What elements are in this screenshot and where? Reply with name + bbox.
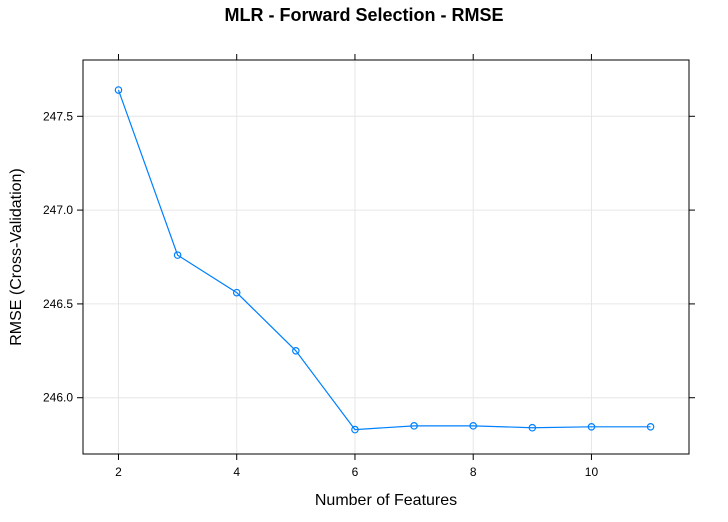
x-tick-label: 2 (115, 465, 122, 479)
plot-frame (82, 59, 690, 455)
data-point (646, 422, 655, 431)
data-point (410, 422, 418, 430)
data-point (469, 422, 478, 430)
data-point (528, 423, 537, 432)
axis-ticks: 2 4 6 8 10 246.0 246.5 247.0 247.5 (43, 54, 695, 479)
x-tick-label: 8 (470, 465, 477, 479)
data-point (292, 347, 300, 355)
x-tick-label: 6 (352, 465, 359, 479)
data-point (114, 86, 123, 94)
chart-title: MLR - Forward Selection - RMSE (224, 5, 503, 25)
data-point (351, 425, 359, 434)
y-tick-label: 246.5 (43, 297, 73, 311)
data-point (587, 422, 596, 431)
y-tick-label: 246.0 (43, 391, 73, 405)
data-point (173, 251, 182, 259)
y-axis-label: RMSE (Cross-Validation) (8, 168, 25, 346)
series-line (117, 89, 651, 431)
series (114, 86, 655, 434)
data-point (232, 288, 241, 297)
x-tick-label: 10 (585, 465, 599, 479)
y-tick-label: 247.5 (43, 109, 73, 123)
x-axis-label: Number of Features (315, 492, 457, 509)
y-tick-label: 247.0 (43, 203, 73, 217)
grid (83, 60, 689, 454)
x-tick-label: 4 (233, 465, 240, 479)
